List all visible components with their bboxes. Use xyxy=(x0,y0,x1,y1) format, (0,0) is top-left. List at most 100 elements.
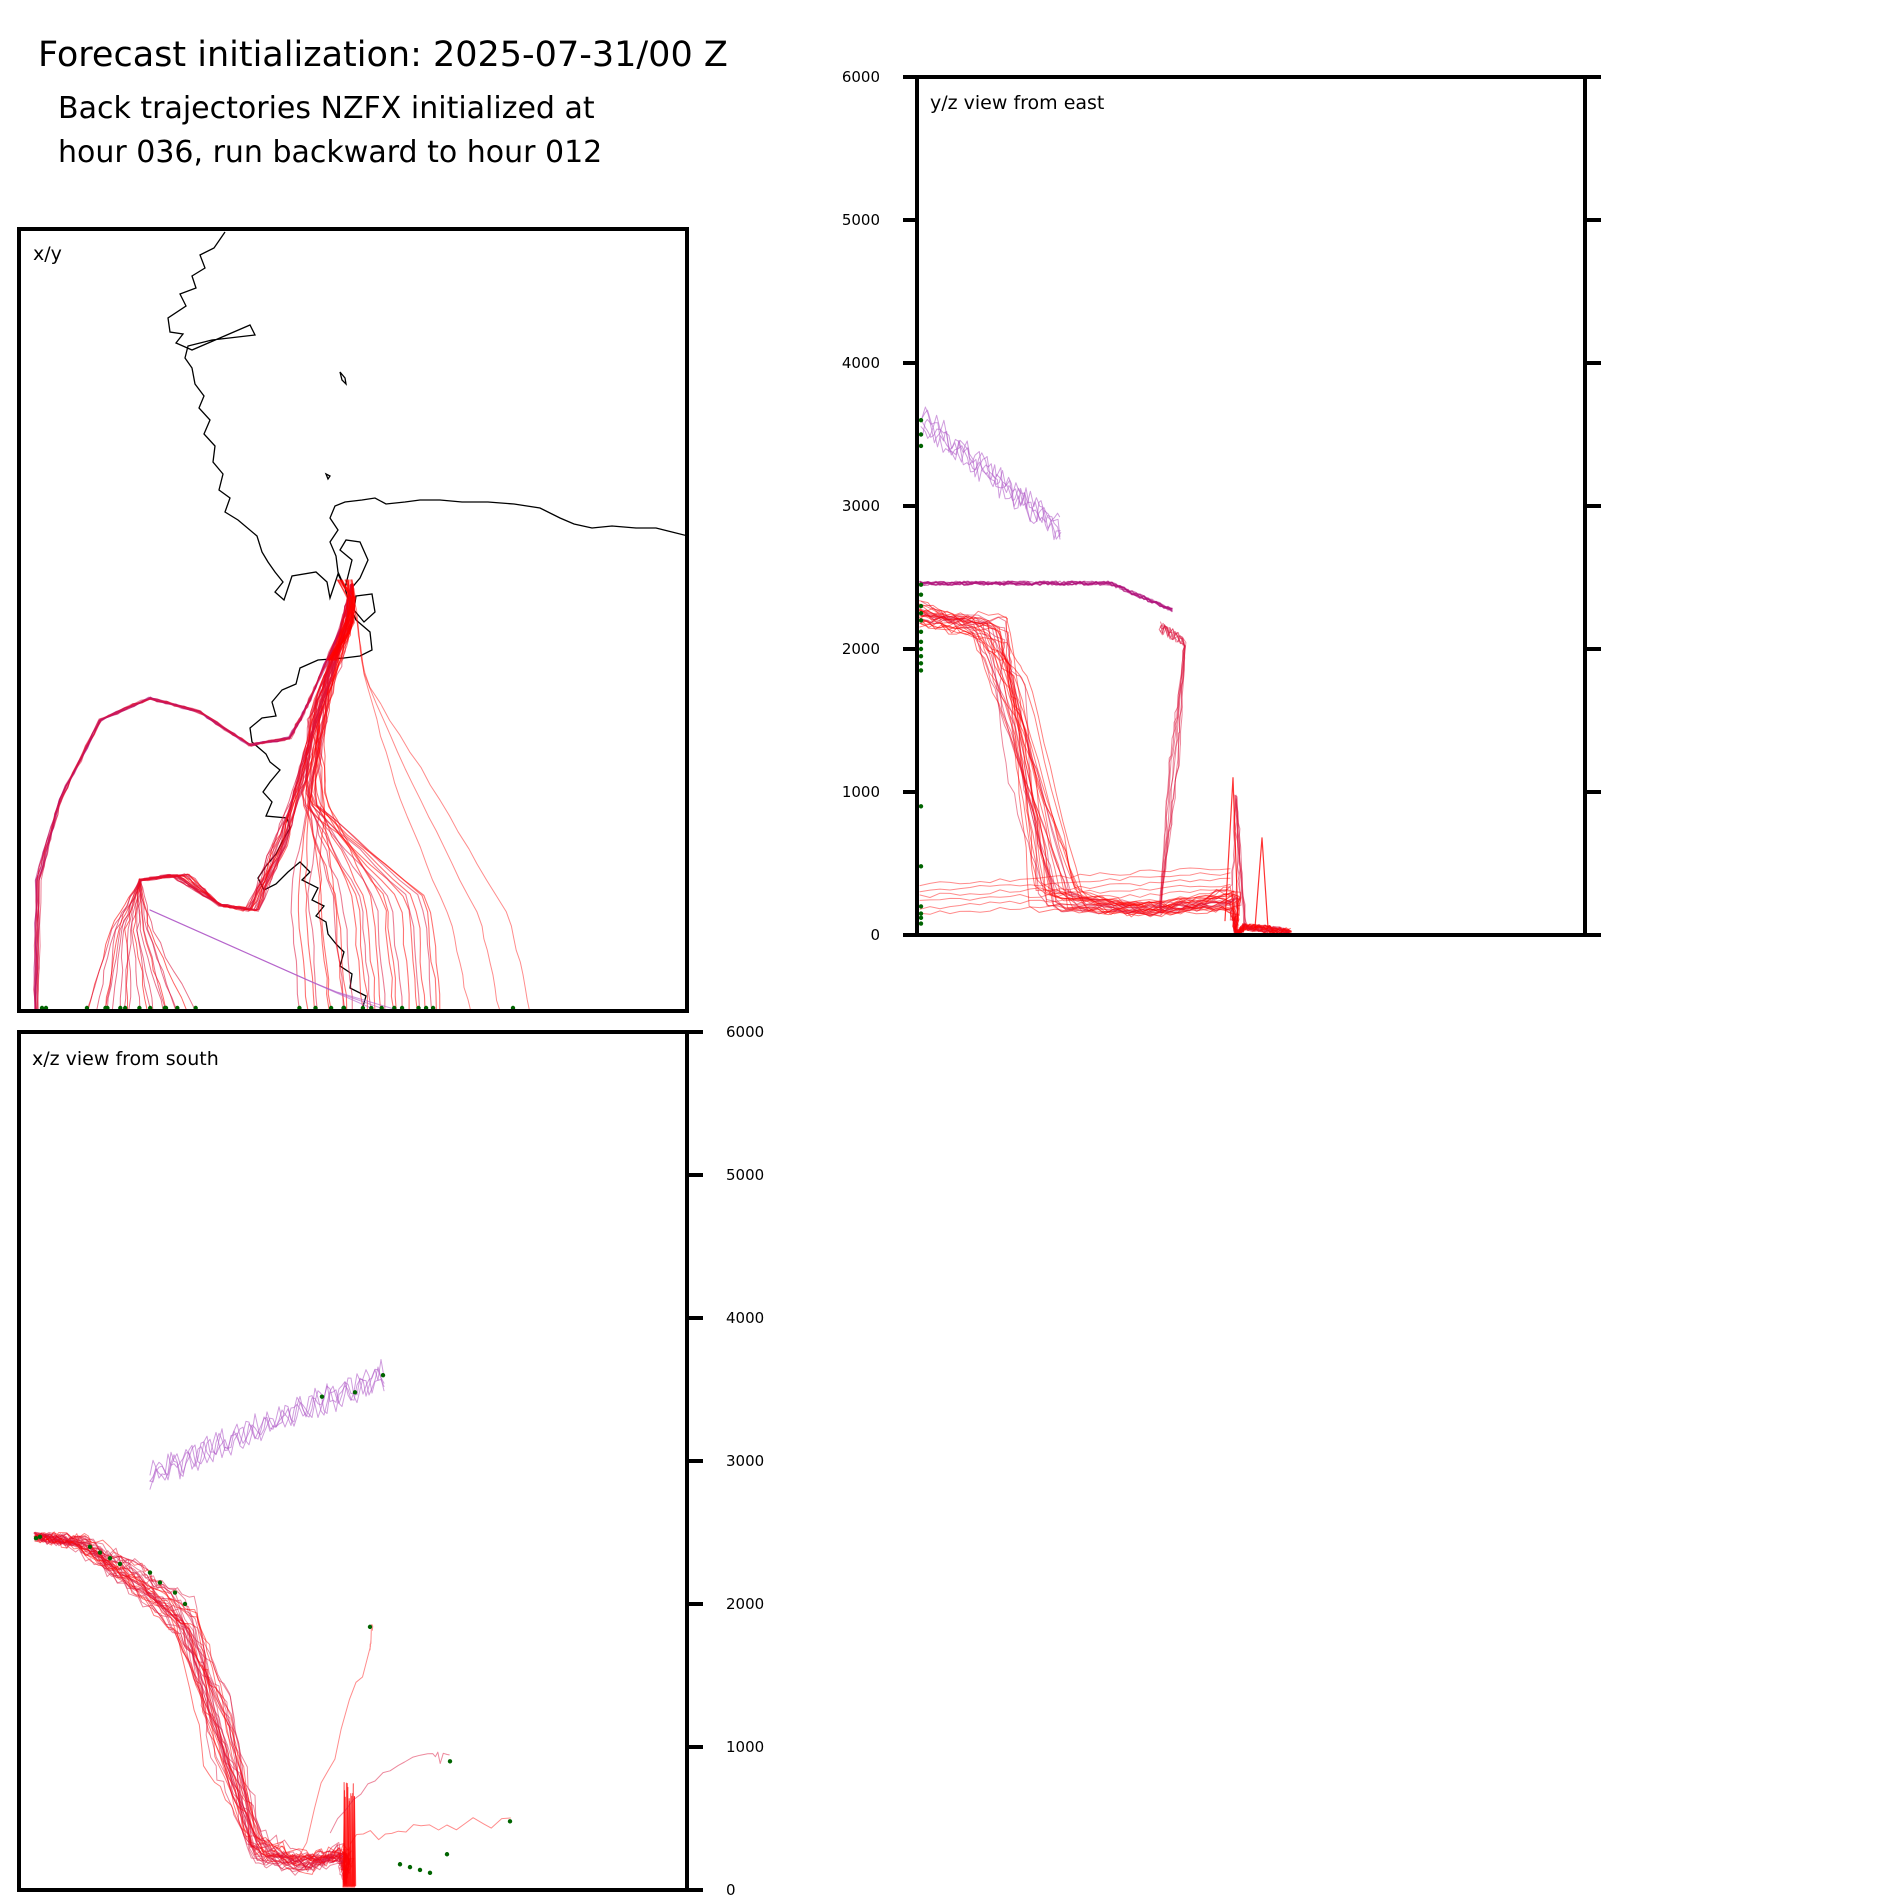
xz-endpoint xyxy=(37,1534,43,1539)
xz-endpoint xyxy=(147,1570,153,1575)
yz-trajectory-descent xyxy=(920,612,1290,935)
xy-trajectory-core xyxy=(328,579,353,661)
coastline-northern-shore xyxy=(329,497,687,589)
yz-trajectory-descent xyxy=(918,616,1290,935)
xz-trajectory-descent xyxy=(35,1534,346,1880)
yz-plot-area xyxy=(918,406,1292,935)
xz-trajectory-spike xyxy=(346,1783,350,1888)
xz-trajectory-descent xyxy=(34,1535,347,1886)
yz-trajectory-descent xyxy=(919,616,1290,935)
yz-endpoint xyxy=(918,911,924,916)
xz-trajectory-descent xyxy=(34,1535,352,1887)
yz-panel: 0 1000 2000 3000 4000 5000 6000 y/z view from … xyxy=(842,68,1601,944)
yz-tick-label-0: 0 xyxy=(870,926,880,944)
yz-panel-label: y/z view from east xyxy=(930,92,1104,114)
xz-trajectory-descent xyxy=(34,1533,349,1884)
yz-endpoint xyxy=(918,603,924,609)
xz-trajectory-descent xyxy=(37,1532,346,1883)
xz-trajectory-east xyxy=(349,1817,511,1845)
yz-trajectory-low xyxy=(919,872,1231,893)
yz-trajectory-low xyxy=(919,889,1231,910)
yz-tick-label-6000: 6000 xyxy=(842,68,880,86)
yz-trajectory-ascent xyxy=(1158,624,1186,916)
xz-tick-label-4000: 4000 xyxy=(726,1309,764,1327)
xz-endpoint xyxy=(319,1394,325,1399)
yz-endpoint xyxy=(918,618,924,623)
yz-y-axis-ticks: 0 1000 2000 3000 4000 5000 6000 xyxy=(842,68,1601,944)
xz-endpoint xyxy=(87,1544,93,1550)
xz-trajectory-descent xyxy=(34,1534,348,1881)
xz-trajectory-spike xyxy=(348,1800,352,1888)
yz-trajectory-purple xyxy=(920,414,1061,541)
yz-trajectory-descent xyxy=(920,620,1291,935)
xy-plot-area xyxy=(33,231,687,1011)
xz-trajectory-descent xyxy=(35,1533,346,1881)
yz-trajectory-purple xyxy=(920,419,1061,540)
yz-trajectory-spike xyxy=(1254,837,1269,929)
yz-trajectory-level xyxy=(919,580,1173,612)
yz-endpoint xyxy=(918,661,924,666)
yz-tick-label-3000: 3000 xyxy=(842,497,880,515)
xz-trajectory-descent xyxy=(34,1536,348,1884)
xz-panel-label: x/z view from south xyxy=(32,1048,219,1070)
yz-trajectory-descent xyxy=(920,619,1290,935)
xz-tick-label-0: 0 xyxy=(726,1881,736,1899)
xz-axes-frame xyxy=(17,1030,689,1892)
xz-trajectory-descent xyxy=(34,1531,348,1884)
yz-trajectory-descent xyxy=(919,610,1290,935)
xz-trajectory-descent xyxy=(34,1531,350,1884)
xz-trajectory-descent xyxy=(34,1533,346,1887)
xz-tick-label-3000: 3000 xyxy=(726,1452,764,1470)
xz-trajectory-purple xyxy=(149,1368,385,1482)
yz-tick-label-5000: 5000 xyxy=(842,211,880,229)
yz-endpoint xyxy=(918,646,924,652)
xz-endpoint xyxy=(107,1556,113,1561)
yz-trajectory-spike xyxy=(1224,777,1239,922)
xz-trajectory-descent xyxy=(35,1533,348,1884)
xy-trajectory-southwest-loop xyxy=(138,585,353,1011)
yz-trajectory-descent xyxy=(920,610,1290,935)
yz-tick-label-2000: 2000 xyxy=(842,640,880,658)
yz-endpoint xyxy=(918,921,924,926)
xz-endpoint xyxy=(157,1580,163,1585)
xz-trajectory-descent xyxy=(35,1533,347,1885)
xy-trajectory-southeast xyxy=(350,585,472,1011)
xy-trajectory-southwest-loop xyxy=(136,585,353,1011)
xz-trajectory-descent xyxy=(34,1533,347,1881)
xy-trajectory-southeast xyxy=(351,584,501,1011)
xy-trajectory-southwest-loop xyxy=(87,583,353,1011)
coastline-island xyxy=(339,371,347,386)
xz-trajectory-descent xyxy=(34,1537,348,1884)
xz-trajectory-descent xyxy=(37,1532,355,1883)
xz-endpoint xyxy=(444,1852,450,1857)
yz-trajectory-low xyxy=(919,884,1231,901)
yz-axes-frame xyxy=(915,75,1587,937)
yz-endpoint xyxy=(918,904,924,909)
yz-endpoint xyxy=(918,668,924,673)
yz-trajectory-descent xyxy=(919,603,1292,935)
xz-trajectory-descent xyxy=(34,1532,350,1882)
xz-endpoint xyxy=(417,1867,423,1873)
yz-endpoint xyxy=(918,864,924,869)
yz-trajectory-low xyxy=(919,867,1231,887)
xz-trajectory-purple xyxy=(149,1369,385,1479)
xy-trajectory-southwest-loop xyxy=(138,585,354,1011)
yz-trajectory-descent xyxy=(918,609,1290,935)
xz-trajectory-descent xyxy=(35,1535,350,1884)
xy-trajectory-southwest-loop xyxy=(138,584,352,1011)
yz-trajectory-purple xyxy=(921,409,1061,537)
xz-plot-area xyxy=(33,1359,513,1888)
figure-title: Forecast initialization: 2025-07-31/00 Z xyxy=(38,35,728,75)
yz-endpoint xyxy=(918,432,924,437)
yz-trajectory-purple xyxy=(922,418,1061,532)
xy-panel-label: x/y xyxy=(33,243,62,265)
yz-endpoint xyxy=(918,582,924,587)
xz-endpoint xyxy=(507,1819,513,1824)
xz-trajectory-spike xyxy=(354,1796,357,1888)
xz-endpoint xyxy=(352,1390,358,1395)
yz-trajectory-descent xyxy=(919,614,1290,935)
xz-endpoint xyxy=(397,1862,403,1867)
xy-trajectory-southwest-loop xyxy=(139,584,352,1011)
xz-trajectory-descent xyxy=(36,1532,349,1881)
